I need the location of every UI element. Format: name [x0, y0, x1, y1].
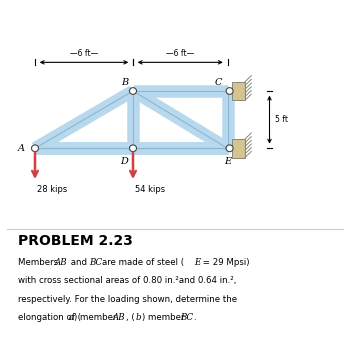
Text: 54 kips: 54 kips	[135, 185, 165, 194]
Bar	[232, 139, 245, 157]
Text: E: E	[194, 258, 201, 267]
Text: E: E	[224, 157, 231, 165]
Text: are made of steel (: are made of steel (	[102, 258, 184, 267]
Text: AB: AB	[54, 258, 67, 267]
Text: C: C	[215, 78, 223, 87]
Text: 28 kips: 28 kips	[37, 185, 67, 194]
Text: BC: BC	[89, 258, 102, 267]
Text: a: a	[68, 313, 74, 323]
Text: Members: Members	[18, 258, 60, 267]
Text: , (: , (	[126, 313, 135, 323]
Circle shape	[32, 145, 38, 152]
Text: = 29 Mpsi): = 29 Mpsi)	[201, 258, 249, 267]
Text: ) member: ) member	[74, 313, 119, 323]
Text: elongation of (: elongation of (	[18, 313, 80, 323]
Circle shape	[226, 88, 233, 94]
Text: AB: AB	[113, 313, 125, 323]
Text: BC: BC	[180, 313, 193, 323]
Text: —6 ft—: —6 ft—	[166, 49, 194, 58]
Text: D: D	[120, 157, 128, 165]
Text: A: A	[18, 144, 24, 153]
Text: B: B	[121, 78, 128, 87]
Text: PROBLEM 2.23: PROBLEM 2.23	[18, 234, 132, 248]
Circle shape	[130, 145, 136, 152]
Text: 5 ft: 5 ft	[275, 115, 288, 124]
Text: —6 ft—: —6 ft—	[70, 49, 98, 58]
Circle shape	[130, 88, 136, 94]
Text: .: .	[194, 313, 196, 323]
Text: ) member: ) member	[142, 313, 187, 323]
Text: with cross sectional areas of 0.80 in.²and 0.64 in.²,: with cross sectional areas of 0.80 in.²a…	[18, 276, 236, 285]
Text: respectively. For the loading shown, determine the: respectively. For the loading shown, det…	[18, 295, 237, 304]
Bar	[232, 82, 245, 100]
Circle shape	[226, 145, 233, 152]
Text: and: and	[68, 258, 90, 267]
Text: b: b	[136, 313, 141, 323]
